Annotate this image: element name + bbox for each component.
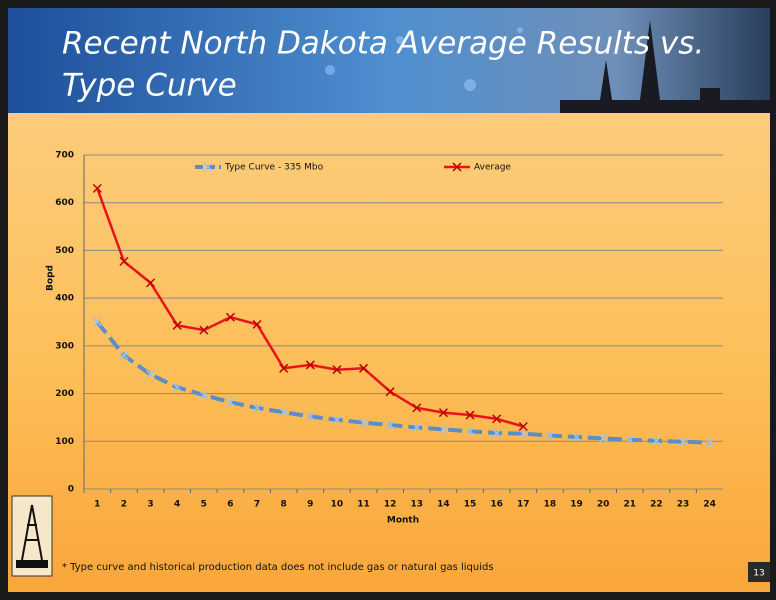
page-number-box <box>748 562 770 582</box>
x-tick-label: 20 <box>597 500 610 510</box>
y-tick-label: 700 <box>55 151 74 161</box>
legend-label: Type Curve - 335 Mbo <box>224 163 324 173</box>
data-point <box>305 411 315 422</box>
data-point <box>438 408 448 418</box>
x-tick-label: 2 <box>121 500 127 510</box>
data-point <box>172 320 182 330</box>
x-tick-label: 15 <box>464 500 477 510</box>
data-point <box>332 365 342 375</box>
footnote: * Type curve and historical production d… <box>62 562 494 573</box>
data-point <box>199 325 209 335</box>
data-point <box>332 415 342 425</box>
page-number: 13 <box>753 569 764 579</box>
y-tick-label: 0 <box>68 485 74 495</box>
y-axis-label: Bopd <box>46 265 56 291</box>
data-point <box>225 312 235 322</box>
data-point <box>279 363 289 373</box>
x-axis-label: Month <box>387 516 419 526</box>
data-point <box>412 403 422 413</box>
data-point <box>146 369 156 380</box>
data-point <box>119 350 129 360</box>
slide-title: Recent North Dakota Average Results vs. <box>62 26 704 62</box>
x-tick-label: 17 <box>517 500 530 510</box>
y-tick-label: 100 <box>55 437 74 447</box>
data-point <box>438 424 448 434</box>
y-tick-label: 600 <box>55 198 74 208</box>
x-tick-label: 4 <box>174 500 180 510</box>
x-tick-label: 16 <box>490 500 503 510</box>
x-tick-label: 5 <box>201 500 207 510</box>
y-tick-label: 300 <box>55 341 74 351</box>
x-tick-label: 10 <box>331 500 344 510</box>
x-tick-label: 14 <box>437 500 450 510</box>
x-tick-label: 8 <box>281 500 287 510</box>
data-point <box>92 183 102 193</box>
data-point <box>545 431 555 441</box>
y-tick-label: 200 <box>55 389 74 399</box>
data-point <box>412 422 422 432</box>
header-decoration <box>325 27 523 91</box>
data-point <box>465 426 475 436</box>
slide-title: Type Curve <box>62 68 237 104</box>
x-tick-label: 12 <box>384 500 397 510</box>
y-tick-label: 500 <box>55 246 74 256</box>
data-point <box>359 418 369 428</box>
legend-label: Average <box>474 163 511 173</box>
x-tick-label: 18 <box>544 500 557 510</box>
data-point <box>705 438 715 448</box>
data-point <box>199 390 209 400</box>
x-tick-label: 24 <box>703 500 716 510</box>
data-point <box>252 319 262 329</box>
header-derricks <box>560 20 770 113</box>
x-tick-label: 19 <box>570 500 583 510</box>
data-point <box>146 278 156 288</box>
data-point <box>492 428 502 438</box>
data-point <box>465 410 475 420</box>
data-point <box>92 317 102 327</box>
y-tick-label: 400 <box>55 294 74 304</box>
data-point <box>119 256 129 266</box>
data-point <box>359 363 369 373</box>
data-point <box>651 436 661 446</box>
x-tick-label: 7 <box>254 500 260 510</box>
logo <box>11 495 53 577</box>
data-point <box>279 407 289 417</box>
legend-marker <box>452 162 462 172</box>
data-point <box>518 421 528 432</box>
x-tick-label: 23 <box>677 500 690 510</box>
data-point <box>572 432 582 442</box>
x-tick-label: 11 <box>357 500 370 510</box>
data-point <box>385 387 395 397</box>
x-tick-label: 1 <box>94 500 100 510</box>
x-tick-label: 22 <box>650 500 663 510</box>
series-line <box>95 320 710 445</box>
data-point <box>385 420 395 430</box>
data-point <box>305 360 315 370</box>
data-point <box>518 429 528 439</box>
legend-marker <box>203 162 213 172</box>
x-tick-label: 9 <box>307 500 313 510</box>
data-point <box>678 437 688 447</box>
x-tick-label: 13 <box>411 500 424 510</box>
data-point <box>492 414 502 424</box>
x-tick-label: 3 <box>147 500 153 510</box>
data-point <box>252 403 262 413</box>
data-point <box>625 435 635 445</box>
x-tick-label: 6 <box>227 500 233 510</box>
data-point <box>225 397 235 407</box>
x-tick-label: 21 <box>624 500 637 510</box>
data-point <box>598 433 608 443</box>
data-point <box>172 382 182 392</box>
